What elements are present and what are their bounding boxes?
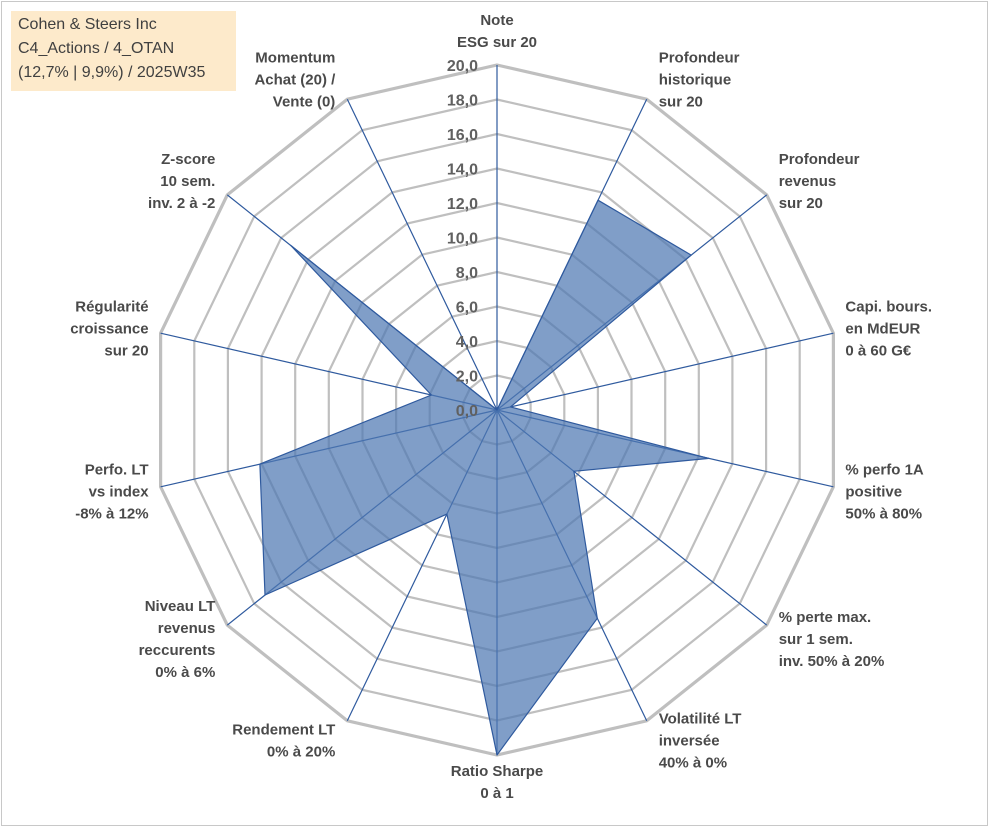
info-stats: (12,7% | 9,9%) / 2025W35 (18, 64, 206, 81)
axis-label: Niveau LT revenus reccurents 0% à 6% (139, 598, 216, 681)
tick-label: 18,0 (447, 93, 478, 110)
tick-label: 8,0 (456, 265, 478, 282)
axis-label: Profondeur revenus sur 20 (779, 151, 860, 212)
tick-label: 4,0 (456, 334, 478, 351)
axis-label: Ratio Sharpe 0 à 1 (451, 763, 544, 802)
axis-labels: Note ESG sur 20 Profondeur historique sur 20… (70, 12, 932, 802)
axis-label: % perfo 1A positive 50% à 80% (845, 462, 924, 523)
axis-label: Régularité croissance sur 20 (70, 298, 148, 359)
axis-spoke (496, 332, 834, 411)
tick-label: 12,0 (447, 196, 478, 213)
info-box: Cohen & Steers Inc C4_Actions / 4_OTAN (… (11, 11, 236, 91)
data-series (259, 199, 710, 756)
axis-label: Note ESG sur 20 (457, 12, 537, 51)
tick-label: 10,0 (447, 231, 478, 248)
axis-label: Volatilité LT inversée 40% à 0% (659, 711, 742, 772)
axis-label: Profondeur historique sur 20 (659, 49, 740, 110)
axis-label: Capi. bours. en MdEUR 0 à 60 G€ (845, 298, 932, 359)
axis-label: Z-score 10 sem. inv. 2 à -2 (148, 151, 215, 212)
tick-label: 2,0 (456, 369, 478, 386)
series-area (259, 199, 710, 756)
tick-label: 20,0 (447, 58, 478, 75)
tick-label: 0,0 (456, 403, 478, 420)
axis-label: Rendement LT 0% à 20% (232, 722, 335, 761)
axis-label: Perfo. LT vs index -8% à 12% (75, 462, 149, 523)
tick-label: 14,0 (447, 162, 478, 179)
info-company-name: Cohen & Steers Inc (18, 16, 157, 33)
tick-label: 6,0 (456, 300, 478, 317)
tick-labels: 0,0 2,0 4,0 6,0 8,0 10,0 12,0 14,0 16,0 18,0 20,0 (447, 58, 478, 420)
tick-label: 16,0 (447, 127, 478, 144)
axis-label: % perte max. sur 1 sem. inv. 50% à 20% (779, 609, 885, 670)
info-category: C4_Actions / 4_OTAN (18, 40, 175, 57)
axis-label: Momentum Achat (20) / Vente (0) (254, 49, 336, 110)
axis-spoke (346, 98, 498, 411)
